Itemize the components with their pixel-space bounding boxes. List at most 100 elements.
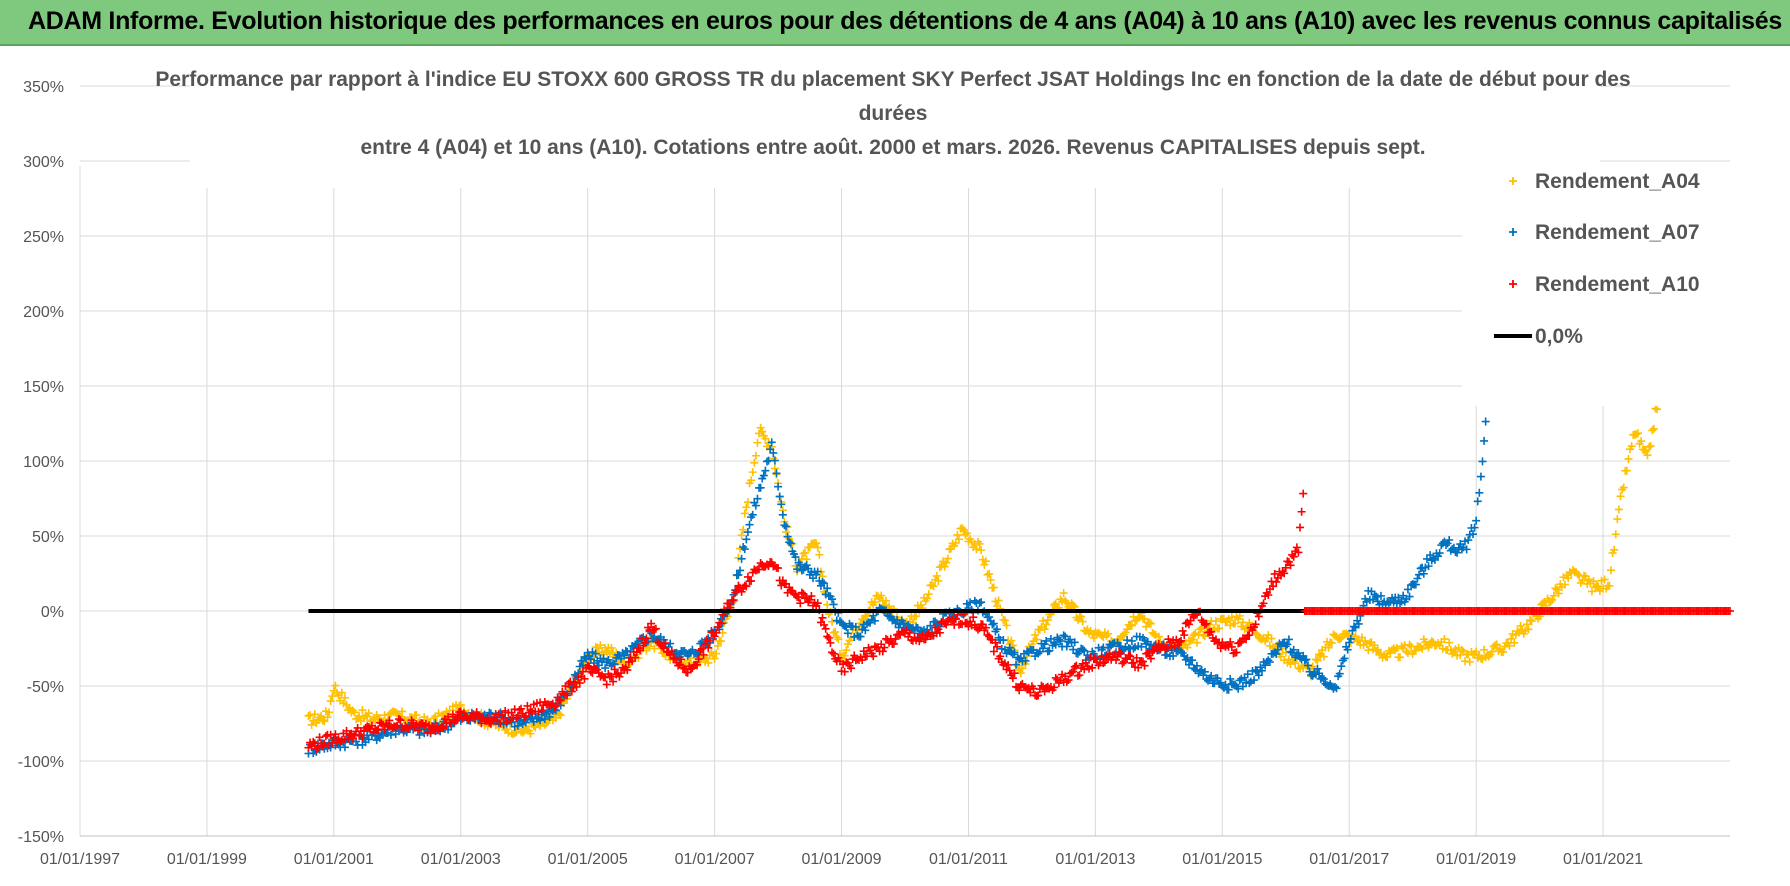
data-point	[1184, 620, 1193, 629]
data-point	[923, 594, 932, 603]
data-point	[1010, 648, 1019, 657]
data-point	[364, 735, 373, 744]
data-point	[667, 647, 676, 656]
data-point	[1313, 664, 1322, 673]
data-point	[1527, 617, 1536, 626]
data-point	[1235, 676, 1244, 685]
data-point	[583, 661, 592, 670]
data-point	[1061, 596, 1070, 605]
data-point	[1465, 657, 1474, 666]
data-point	[977, 598, 986, 607]
data-point	[696, 646, 705, 655]
data-point	[1473, 497, 1482, 506]
data-point	[1354, 619, 1363, 628]
data-point	[1273, 645, 1282, 654]
data-point	[1296, 523, 1305, 532]
data-point	[1032, 635, 1041, 644]
data-point	[1123, 636, 1132, 645]
data-point	[934, 576, 943, 585]
data-point	[1427, 637, 1436, 646]
data-point	[821, 624, 830, 633]
data-point	[1042, 620, 1051, 629]
data-point	[1115, 648, 1124, 657]
data-point	[1318, 673, 1327, 682]
data-point	[523, 701, 532, 710]
data-point	[712, 628, 721, 637]
data-point	[697, 644, 706, 653]
data-point	[1138, 657, 1147, 666]
data-point	[734, 570, 743, 579]
data-point	[829, 600, 838, 609]
data-point	[843, 640, 852, 649]
data-point	[996, 652, 1005, 661]
data-point	[1234, 684, 1243, 693]
data-point	[1123, 625, 1132, 634]
y-tick-label: 300%	[23, 154, 64, 171]
data-point	[1099, 659, 1108, 668]
data-point	[1232, 648, 1241, 657]
data-point	[596, 641, 605, 650]
data-point	[602, 680, 611, 689]
data-point	[1261, 661, 1270, 670]
legend-label: Rendement_A10	[1535, 273, 1700, 296]
data-point	[320, 739, 329, 748]
data-point	[1213, 674, 1222, 683]
data-point	[1292, 543, 1301, 552]
data-point	[1587, 587, 1596, 596]
data-point	[824, 634, 833, 643]
data-point	[1319, 675, 1328, 684]
data-point	[661, 639, 670, 648]
legend-label: 0,0%	[1535, 325, 1583, 348]
data-point	[921, 635, 930, 644]
data-point	[651, 624, 660, 633]
data-point	[1283, 640, 1292, 649]
data-point	[670, 653, 679, 662]
data-point	[518, 728, 527, 737]
data-point	[309, 737, 318, 746]
legend-backdrop	[1462, 166, 1732, 406]
data-point	[1445, 638, 1454, 647]
data-point	[713, 641, 722, 650]
data-point	[870, 616, 879, 625]
data-point	[1364, 646, 1373, 655]
data-point	[1405, 640, 1414, 649]
data-point	[1245, 631, 1254, 640]
data-point	[1419, 569, 1428, 578]
data-point	[340, 693, 349, 702]
data-point	[834, 653, 843, 662]
data-point	[567, 687, 576, 696]
data-point	[1043, 615, 1052, 624]
data-point	[426, 728, 435, 737]
data-point	[932, 571, 941, 580]
data-point	[364, 709, 373, 718]
data-point	[750, 458, 759, 467]
data-point	[796, 599, 805, 608]
data-point	[818, 613, 827, 622]
legend-marker	[1509, 228, 1517, 236]
legend-label: Rendement_A07	[1535, 221, 1700, 244]
data-point	[450, 718, 459, 727]
data-point	[526, 706, 535, 715]
data-point	[394, 714, 403, 723]
data-point	[1040, 687, 1049, 696]
data-point	[331, 681, 340, 690]
data-point	[805, 595, 814, 604]
data-point	[823, 632, 832, 641]
data-point	[737, 531, 746, 540]
data-point	[1161, 645, 1170, 654]
data-point	[753, 494, 762, 503]
data-point	[1365, 638, 1374, 647]
data-point	[1476, 472, 1485, 481]
data-point	[1289, 645, 1298, 654]
data-point	[1251, 620, 1260, 629]
data-point	[1183, 643, 1192, 652]
data-point	[607, 643, 616, 652]
data-point	[499, 713, 508, 722]
series-Rendement_A10-tail	[1300, 607, 1734, 615]
data-point	[1510, 638, 1519, 647]
data-point	[988, 620, 997, 629]
legend-marker	[1509, 280, 1517, 288]
data-point	[934, 625, 943, 634]
data-point	[818, 578, 827, 587]
data-point	[1284, 635, 1293, 644]
